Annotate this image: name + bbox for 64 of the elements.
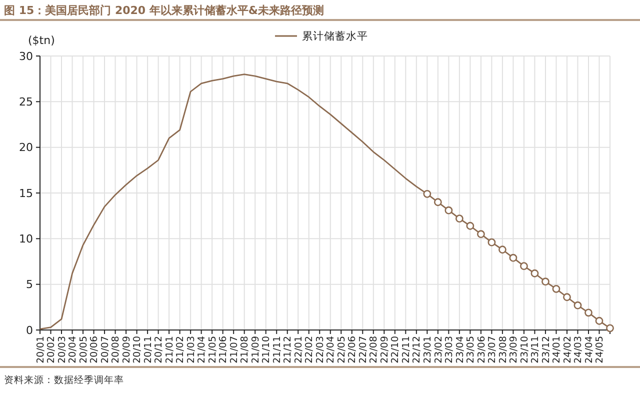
x-tick-label: 21/10	[261, 336, 272, 364]
x-tick-label: 24/01	[552, 336, 563, 364]
y-tick-label: 5	[26, 278, 33, 292]
x-tick-label: 23/12	[540, 336, 552, 364]
legend-label: 累计储蓄水平	[302, 30, 368, 43]
x-tick-label: 20/06	[89, 336, 100, 364]
y-tick-label: 25	[19, 96, 33, 109]
x-tick-label: 21/02	[175, 336, 186, 364]
x-tick-label: 20/03	[56, 336, 68, 364]
y-tick-label: 20	[19, 141, 33, 154]
x-tick-label: 22/05	[336, 336, 348, 364]
y-tick-label: 15	[19, 186, 33, 200]
x-tick-label: 20/02	[46, 336, 58, 364]
x-tick-label: 24/04	[584, 336, 595, 364]
y-tick-label: 0	[26, 324, 33, 337]
x-tick-label: 24/03	[573, 336, 584, 364]
x-tick-label: 23/04	[454, 336, 466, 364]
chart-title: 图 15：美国居民部门 2020 年以来累计储蓄水平&未来路径预测	[4, 4, 324, 17]
x-tick-label: 23/05	[466, 336, 477, 364]
x-tick-label: 23/02	[433, 336, 444, 364]
x-tick-label: 20/11	[142, 336, 154, 364]
x-tick-label: 22/06	[347, 336, 358, 364]
x-tick-label: 21/11	[272, 336, 283, 364]
x-tick-label: 23/11	[530, 336, 542, 364]
y-axis-title: ($tn)	[28, 34, 55, 47]
text: 资料来源：数据经季调年率	[4, 374, 124, 386]
x-tick-label: 23/07	[487, 336, 498, 364]
x-tick-label: 24/02	[562, 336, 574, 364]
x-tick-label: 21/07	[228, 336, 240, 364]
x-tick-label: 20/01	[35, 336, 46, 364]
x-tick-label: 23/01	[422, 336, 434, 364]
x-tick-label: 20/07	[100, 336, 111, 364]
x-tick-label: 23/03	[444, 336, 456, 364]
x-tick-label: 21/03	[186, 336, 197, 364]
x-tick-label: 22/07	[358, 336, 369, 364]
y-tick-label: 30	[19, 50, 33, 63]
x-tick-label: 20/10	[132, 336, 144, 364]
x-tick-label: 22/02	[304, 336, 316, 364]
x-tick-label: 23/06	[476, 336, 488, 364]
x-tick-label: 23/08	[498, 336, 509, 364]
x-tick-label: 22/01	[293, 336, 304, 364]
x-tick-label: 21/04	[196, 336, 208, 364]
x-tick-label: 22/04	[326, 336, 337, 364]
x-tick-label: 22/12	[412, 336, 423, 364]
x-tick-label: 24/05	[594, 336, 606, 364]
x-tick-label: 21/05	[207, 336, 218, 364]
x-tick-label: 22/10	[390, 336, 402, 364]
x-tick-label: 22/03	[314, 336, 326, 364]
x-tick-label: 20/12	[154, 336, 165, 364]
x-tick-label: 21/08	[240, 336, 251, 364]
x-tick-label: 20/04	[68, 336, 79, 364]
x-tick-label: 22/08	[368, 336, 380, 364]
x-tick-label: 21/01	[164, 336, 176, 364]
x-tick-label: 20/05	[78, 336, 90, 364]
x-tick-label: 21/06	[218, 336, 230, 364]
x-tick-label: 22/11	[400, 336, 412, 364]
x-tick-label: 22/09	[379, 336, 390, 364]
x-tick-label: 23/09	[508, 336, 520, 364]
x-tick-label: 21/09	[250, 336, 262, 364]
x-tick-label: 20/09	[121, 336, 132, 364]
x-tick-label: 23/10	[519, 336, 530, 364]
x-tick-label: 20/08	[110, 336, 122, 364]
x-tick-label: 21/12	[282, 336, 294, 364]
y-tick-label: 10	[19, 232, 33, 246]
